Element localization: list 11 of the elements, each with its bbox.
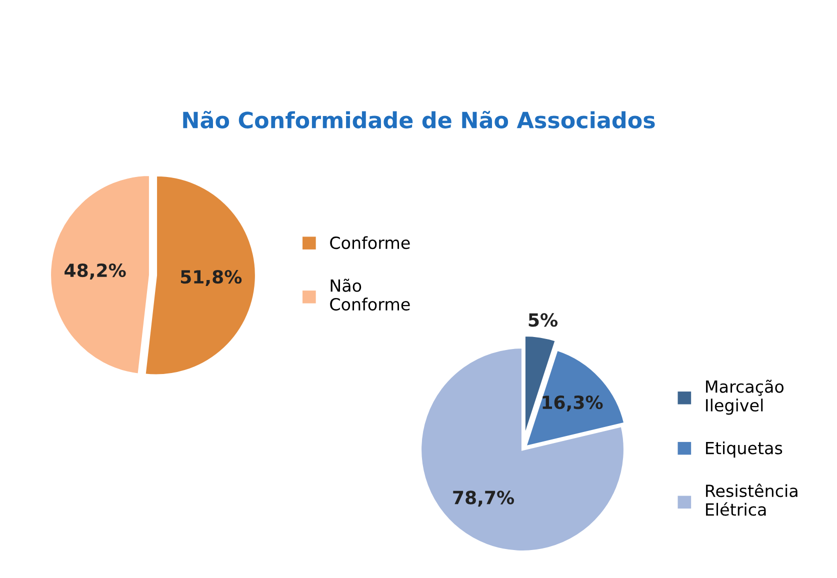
chart-title: Não Conformidade de Não Associados — [183, 110, 655, 128]
data-label: 78,7% — [453, 490, 514, 507]
legend-label: Não Conforme — [330, 278, 410, 311]
data-label: 16,3% — [542, 395, 603, 412]
legend-label: Marcação Ilegivel — [706, 380, 784, 415]
legend-label: Conforme — [330, 236, 410, 250]
data-label: 51,8% — [180, 270, 242, 286]
legend-label: Etiquetas — [706, 441, 782, 458]
legend-label: Resistência Elétrica — [706, 484, 798, 516]
data-label: 5% — [528, 313, 558, 327]
data-label: 48,2% — [64, 263, 126, 280]
